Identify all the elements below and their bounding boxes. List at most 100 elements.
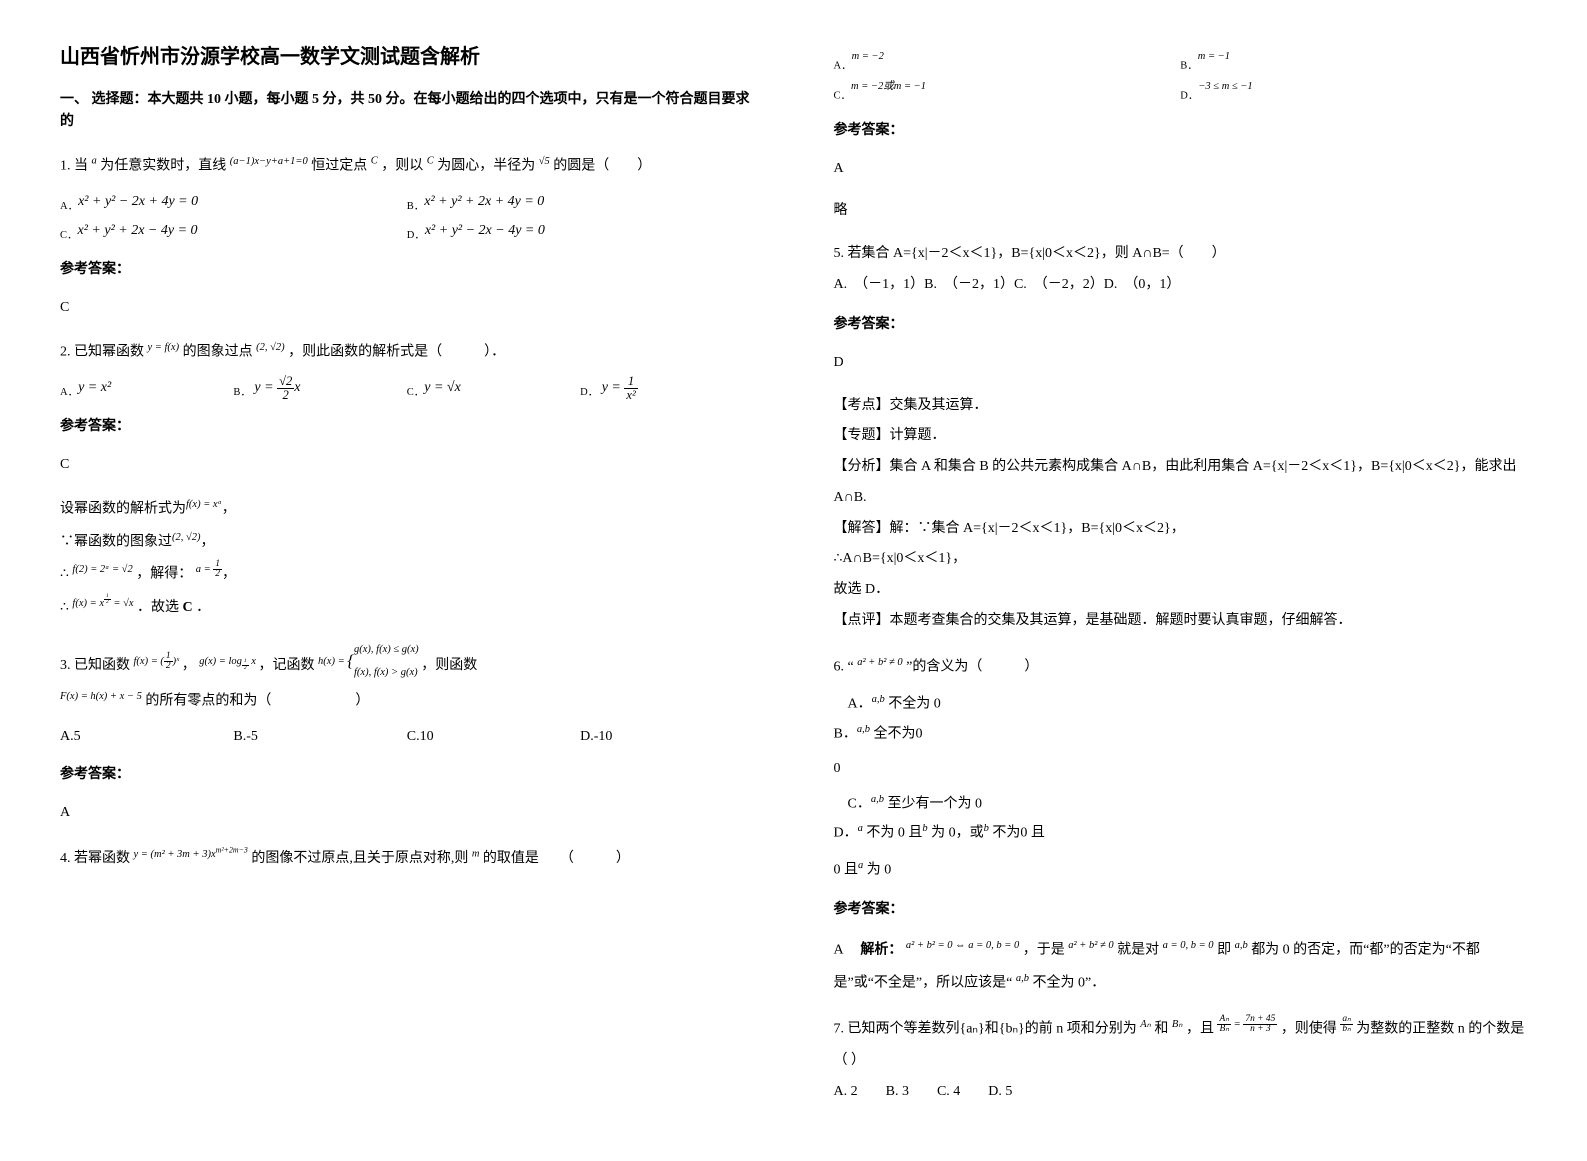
q4-ans: A bbox=[834, 155, 1528, 183]
q4-opt-b: m = −1 bbox=[1198, 51, 1230, 62]
q2-fx: y = f(x) bbox=[148, 342, 180, 353]
question-5: 5. 若集合 A={x|－2＜x＜1}，B={x|0＜x＜2}，则 A∩B=（ … bbox=[834, 239, 1528, 637]
q6-optb-post: 全不为0 bbox=[870, 727, 923, 742]
q5-zt-label: 【专题】 bbox=[834, 428, 890, 443]
q7-stem-c: ，则使得 bbox=[1281, 1022, 1337, 1037]
q3-stem-c: ，则函数 bbox=[421, 659, 477, 674]
q2-sol4e: C bbox=[183, 601, 193, 616]
q6-opta-post: 不全为 0 bbox=[885, 697, 941, 712]
q6-optd-end: 为 0 bbox=[863, 863, 891, 878]
q1-stem-f: 的圆是（ ） bbox=[553, 158, 651, 173]
q1-label-b: B． bbox=[407, 201, 425, 212]
q7-stem-b: ，且 bbox=[1186, 1022, 1214, 1037]
q6-optd-mid3: 不为0 且 bbox=[989, 826, 1045, 841]
q1-point-c: C bbox=[371, 156, 378, 167]
q4-stem-b: 的图像不过原点,且关于原点对称,则 bbox=[251, 851, 468, 866]
q2-sol2: ∵幂函数的图象过 bbox=[60, 534, 172, 549]
q2-sol4d: ．故选 bbox=[137, 601, 179, 616]
q1-opt-d: x² + y² − 2x − 4y = 0 bbox=[425, 223, 545, 238]
q2-label-c: C． bbox=[407, 387, 425, 398]
q3-h-case1: g(x), f(x) ≤ g(x) bbox=[354, 638, 419, 661]
q2-sol3a: ∴ bbox=[60, 567, 69, 582]
q2-sol4a: ∴ bbox=[60, 601, 69, 616]
q6-opta-ab: a,b bbox=[872, 694, 885, 705]
q5-jd1: 解：∵集合 A={x|－2＜x＜1}，B={x|0＜x＜2}， bbox=[890, 521, 1185, 536]
q2-label-d: D． bbox=[580, 387, 598, 398]
q4-label-a: A． bbox=[834, 60, 852, 71]
q1-opt-c: x² + y² + 2x − 4y = 0 bbox=[78, 223, 198, 238]
q2-stem-a: 2. 已知幂函数 bbox=[60, 344, 144, 359]
q6-label-a: A． bbox=[848, 697, 872, 712]
q1-var-a: a bbox=[92, 156, 97, 167]
q3-opt-a: A.5 bbox=[60, 723, 233, 751]
q4-label-b: B． bbox=[1180, 60, 1198, 71]
q1-stem-a: 1. 当 bbox=[60, 158, 88, 173]
q3-ans-label: 参考答案： bbox=[60, 761, 754, 789]
q5-jd2: ∴A∩B={x|0＜x＜1}， bbox=[834, 544, 1528, 575]
q7-Bn: Bₙ bbox=[1172, 1019, 1183, 1030]
q6-optd-mid1: 不为 0 且 bbox=[863, 826, 923, 841]
q3-comma1: ， bbox=[182, 659, 196, 674]
q6-ans: A bbox=[834, 943, 843, 958]
q1-stem-d: ，则以 bbox=[381, 158, 423, 173]
section-intro: 一、 选择题：本大题共 10 小题，每小题 5 分，共 50 分。在每小题给出的… bbox=[60, 89, 754, 134]
q6-label-d: D． bbox=[834, 826, 858, 841]
q2-label-b: B． bbox=[233, 387, 251, 398]
q6-optc-ab: a,b bbox=[871, 794, 884, 805]
q2-optb-num: √2 bbox=[277, 375, 294, 389]
q6-optd-mid2: 为 0，或 bbox=[928, 826, 984, 841]
q1-ans-label: 参考答案： bbox=[60, 256, 754, 284]
q3-stem-b: ，记函数 bbox=[259, 659, 315, 674]
question-1: 1. 当 a 为任意实数时，直线 (a−1)x−y+a+1=0 恒过定点 C ，… bbox=[60, 150, 754, 322]
q2-sol2pt: (2, √2) bbox=[172, 532, 201, 543]
q6-label-c: C． bbox=[848, 796, 871, 811]
q4-var-m: m bbox=[472, 849, 480, 860]
q1-opt-b: x² + y² + 2x + 4y = 0 bbox=[424, 194, 544, 209]
question-3: 3. 已知函数 f(x) = (12)ˣ ， g(x) = log12 x ，记… bbox=[60, 638, 754, 827]
q6-sol-e1: a² + b² = 0 ⇔ a = 0, b = 0 bbox=[906, 940, 1019, 951]
q6-sol-end: 不全为 0”． bbox=[1032, 976, 1105, 991]
q5-dp: 本题考查集合的交集及其运算，是基础题．解题时要认真审题，仔细解答． bbox=[890, 613, 1352, 628]
q5-opts: A. （－1，1）B. （－2，1）C. （－2，2）D. （0，1） bbox=[834, 270, 1528, 301]
q6-sol-e3: a = 0, b = 0 bbox=[1163, 940, 1214, 951]
q6-label-b: B． bbox=[834, 727, 857, 742]
q2-optd-num: 1 bbox=[624, 375, 637, 389]
q6-ans-label: 参考答案： bbox=[834, 896, 1528, 924]
q2-point: (2, √2) bbox=[256, 342, 285, 353]
q2-optd-den: x² bbox=[624, 389, 637, 402]
q5-jd3: 故选 D． bbox=[834, 575, 1528, 606]
q3-opt-c: C.10 bbox=[407, 723, 580, 751]
q6-sol-mid1: ，于是 bbox=[1023, 943, 1065, 958]
q7-fl-den: Bₙ bbox=[1217, 1025, 1231, 1034]
q6-sol-e5: a,b bbox=[1016, 973, 1029, 984]
q2-sol1: 设幂函数的解析式为 bbox=[60, 502, 186, 517]
q2-sol3den: 2 bbox=[213, 570, 222, 579]
q4-opt-c: m = −2或m = −1 bbox=[851, 81, 926, 92]
q4-label-c: C． bbox=[834, 91, 852, 102]
q5-ans-label: 参考答案： bbox=[834, 311, 1528, 339]
q2-opt-a: y = x² bbox=[78, 380, 111, 395]
q2-sol4b: f(x) = x bbox=[72, 598, 104, 609]
q2-opt-c: y = √x bbox=[424, 380, 461, 395]
question-2: 2. 已知幂函数 y = f(x) 的图象过点 (2, √2) ，则此函数的解析… bbox=[60, 336, 754, 625]
q1-ans: C bbox=[60, 294, 754, 322]
q3-opt-d: D.-10 bbox=[580, 723, 753, 751]
q2-optb-post: x bbox=[294, 380, 300, 395]
q6-optb-ab: a,b bbox=[857, 724, 870, 735]
q7-An: Aₙ bbox=[1140, 1019, 1151, 1030]
q3-g-expr: g(x) = log bbox=[199, 656, 242, 667]
q3-stem-d: 的所有零点的和为（ ） bbox=[145, 693, 369, 708]
q5-ans: D bbox=[834, 349, 1528, 377]
q1-stem-b: 为任意实数时，直线 bbox=[100, 158, 226, 173]
q3-opt-b: B.-5 bbox=[233, 723, 406, 751]
q2-sol4expden: 2 bbox=[104, 600, 111, 606]
q7-stem-a: 7. 已知两个等差数列{aₙ}和{bₙ}的前 n 项和分别为 bbox=[834, 1022, 1137, 1037]
q4-opt-d: −3 ≤ m ≤ −1 bbox=[1198, 81, 1252, 92]
q1-point-c2: C bbox=[427, 156, 434, 167]
q1-stem-e: 为圆心，半径为 bbox=[437, 158, 535, 173]
q4-opt-a: m = −2 bbox=[852, 51, 884, 62]
q6-sol-mid3: 即 bbox=[1217, 943, 1231, 958]
q2-stem-c: ，则此函数的解析式是（ ）． bbox=[288, 344, 505, 359]
q3-g-arg: x bbox=[249, 656, 256, 667]
q4-ans-note: 略 bbox=[834, 197, 1528, 225]
